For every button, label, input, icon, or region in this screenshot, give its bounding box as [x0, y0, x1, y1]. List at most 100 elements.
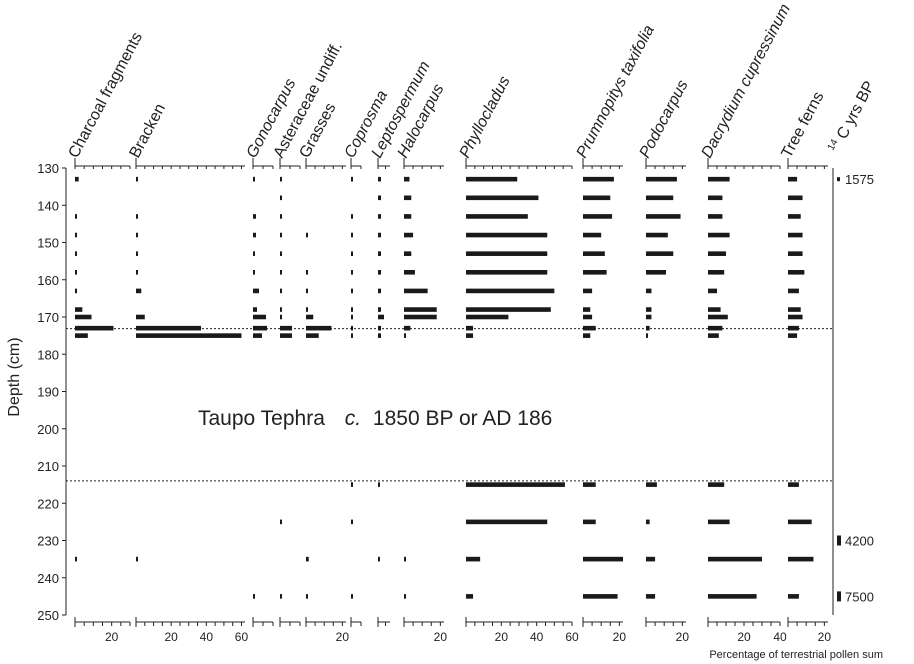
pollen-bar: [708, 177, 730, 182]
date-label: 7500: [845, 589, 874, 604]
pollen-bar: [708, 520, 730, 525]
taxon-panel: Asteraceae undiff.: [271, 39, 346, 627]
taxon-panel: Phyllocladus 20 40 60: [457, 74, 579, 644]
taxon-panel: Gonocarpus: [244, 76, 300, 627]
pollen-bar: [280, 520, 282, 525]
pollen-bar: [253, 251, 255, 256]
pollen-bar: [708, 333, 719, 338]
pollen-bar: [646, 289, 651, 294]
x-axis-title: Percentage of terrestrial pollen sum: [709, 649, 883, 661]
date-marker: [837, 177, 840, 181]
pollen-bar: [788, 557, 813, 562]
pollen-bar: [253, 177, 255, 182]
pollen-bar: [404, 326, 410, 331]
pollen-bar: [646, 233, 668, 238]
pollen-bar: [253, 333, 262, 338]
pollen-bar: [280, 289, 282, 294]
depth-tick-label: 240: [37, 571, 59, 586]
panel-axis-tick-label: 60: [235, 630, 249, 644]
depth-tick-label: 200: [37, 422, 59, 437]
pollen-bar: [306, 594, 308, 599]
panel-axis-tick-label: 40: [530, 630, 544, 644]
pollen-bar: [788, 326, 799, 331]
pollen-bar: [378, 233, 381, 238]
depth-tick-label: 250: [37, 608, 59, 623]
panel-axis-tick-label: 20: [737, 630, 751, 644]
taxon-panel: Coprosma: [342, 88, 392, 627]
pollen-bar: [708, 214, 722, 219]
pollen-bar: [136, 326, 201, 331]
pollen-bar: [75, 557, 77, 562]
pollen-bar: [466, 307, 551, 312]
pollen-bar: [708, 594, 757, 599]
taxon-name: Phyllocladus: [457, 74, 514, 161]
pollen-bar: [788, 214, 801, 219]
pollen-bar: [646, 251, 673, 256]
tephra-label-circa: c.: [345, 407, 361, 430]
taxon-panel: Podocarpus 20: [637, 78, 692, 644]
pollen-bar: [583, 482, 596, 487]
pollen-bar: [583, 594, 618, 599]
pollen-bar: [404, 196, 411, 201]
pollen-bar: [466, 557, 480, 562]
pollen-bar: [708, 557, 762, 562]
pollen-bar: [788, 251, 803, 256]
pollen-bar: [75, 315, 92, 320]
depth-tick-label: 140: [37, 198, 59, 213]
pollen-bar: [378, 482, 380, 487]
pollen-bar: [646, 333, 648, 338]
pollen-bar: [404, 214, 411, 219]
tephra-label-age: 1850 BP or AD 186: [373, 407, 552, 430]
pollen-bar: [378, 326, 381, 331]
pollen-bar: [646, 196, 673, 201]
pollen-bar: [788, 196, 803, 201]
pollen-bar: [708, 482, 724, 487]
pollen-bar: [788, 315, 803, 320]
radiocarbon-axis: 1575 4200 7500: [833, 168, 874, 615]
pollen-bar: [646, 270, 666, 275]
pollen-bar: [466, 251, 547, 256]
pollen-bar: [378, 307, 381, 312]
pollen-bar: [75, 214, 77, 219]
pollen-bar: [253, 270, 255, 275]
pollen-bar: [75, 177, 79, 182]
pollen-bar: [788, 520, 812, 525]
pollen-bar: [404, 270, 415, 275]
pollen-bar: [466, 520, 547, 525]
pollen-bar: [306, 326, 331, 331]
pollen-bar: [306, 333, 319, 338]
pollen-bar: [646, 482, 657, 487]
pollen-bar: [351, 214, 353, 219]
pollen-bar: [253, 289, 259, 294]
pollen-bar: [404, 307, 437, 312]
pollen-bar: [404, 289, 428, 294]
panel-axis-tick-label: 40: [200, 630, 214, 644]
date-label: 1575: [845, 172, 874, 187]
pollen-bar: [646, 307, 651, 312]
pollen-bar: [466, 594, 473, 599]
pollen-bar: [280, 214, 282, 219]
pollen-bar: [351, 482, 353, 487]
pollen-bar: [136, 270, 138, 275]
pollen-bar: [583, 270, 607, 275]
right-axis-title-superscript: 14: [826, 137, 841, 152]
panel-axis-tick-label: 20: [105, 630, 119, 644]
pollen-bar: [75, 270, 77, 275]
pollen-bar: [280, 333, 292, 338]
pollen-bar: [404, 315, 437, 320]
pollen-bar: [351, 270, 353, 275]
depth-tick-label: 190: [37, 385, 59, 400]
pollen-bar: [788, 289, 799, 294]
right-axis-title: 14 C yrs BP: [821, 76, 878, 156]
pollen-bar: [708, 251, 726, 256]
pollen-bar: [708, 307, 721, 312]
pollen-bar: [378, 315, 384, 320]
pollen-bar: [404, 251, 411, 256]
panel-axis-tick-label: 20: [336, 630, 350, 644]
date-label: 4200: [845, 534, 874, 549]
pollen-bar: [708, 289, 717, 294]
pollen-bar: [136, 557, 138, 562]
pollen-bar: [280, 270, 282, 275]
pollen-bar: [646, 315, 651, 320]
pollen-bar: [306, 270, 308, 275]
